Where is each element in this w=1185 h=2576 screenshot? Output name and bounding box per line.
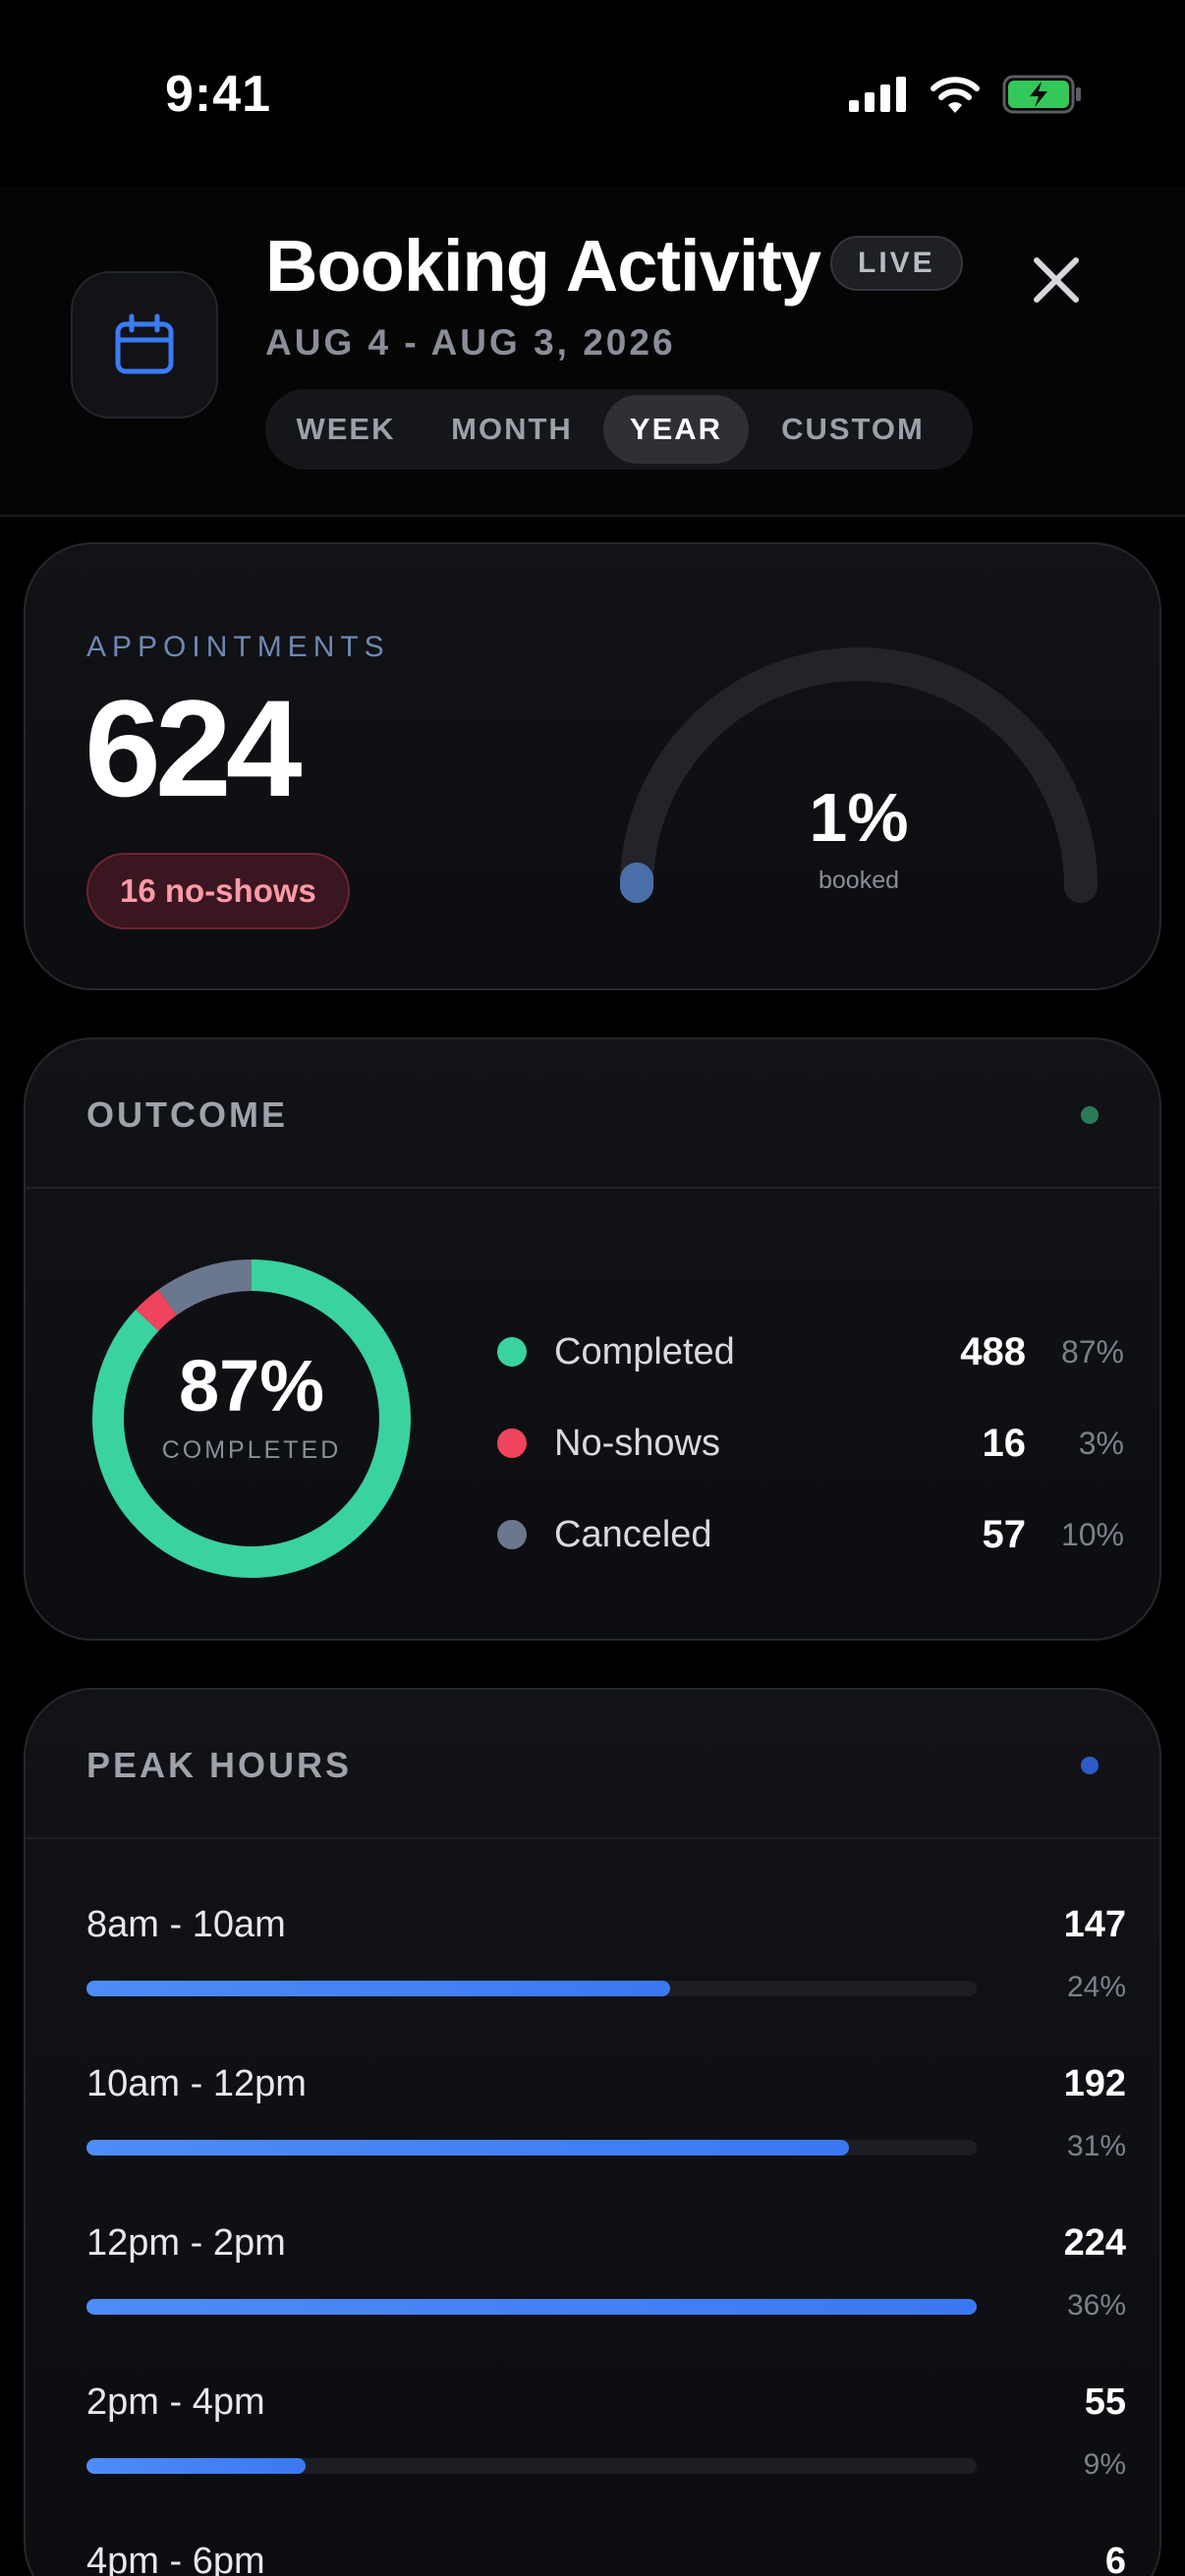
peak-hour-bar bbox=[86, 2458, 306, 2474]
tab-month[interactable]: MONTH bbox=[451, 412, 573, 446]
appointments-card: APPOINTMENTS 624 16 no-shows 1% booked bbox=[24, 542, 1161, 990]
battery-charging-icon bbox=[1002, 75, 1081, 114]
donut-label: COMPLETED bbox=[161, 1436, 342, 1464]
period-segmented-control: WEEK MONTH YEAR CUSTOM bbox=[265, 389, 973, 470]
status-icons bbox=[849, 75, 1083, 114]
tab-week[interactable]: WEEK bbox=[296, 412, 396, 446]
live-badge: LIVE bbox=[830, 236, 963, 291]
outcome-title: OUTCOME bbox=[86, 1094, 288, 1135]
peak-hour-track bbox=[86, 2140, 977, 2156]
peak-hours-card: PEAK HOURS 8am - 10am 147 24% 10am - 12p… bbox=[24, 1688, 1161, 2576]
legend-label: No-shows bbox=[554, 1422, 720, 1464]
peak-hour-pct: 9% bbox=[1083, 2448, 1126, 2481]
legend-label: Canceled bbox=[554, 1513, 712, 1555]
gauge-label: booked bbox=[818, 867, 900, 894]
peak-hour-track bbox=[86, 1981, 977, 1996]
wifi-icon bbox=[931, 77, 980, 113]
status-bar: 9:41 bbox=[0, 0, 1185, 187]
no-shows-badge: 16 no-shows bbox=[86, 853, 350, 929]
signal-icon bbox=[849, 77, 906, 112]
gauge-track bbox=[620, 647, 1098, 903]
peak-hours-status-dot bbox=[1081, 1757, 1099, 1774]
legend-count: 16 bbox=[982, 1421, 1027, 1465]
legend-item: Completed 488 87% bbox=[476, 1322, 1124, 1381]
close-button[interactable] bbox=[1022, 246, 1091, 314]
legend-item: Canceled 57 10% bbox=[476, 1505, 1124, 1564]
appointments-value: 624 bbox=[85, 671, 303, 825]
appointments-label: APPOINTMENTS bbox=[86, 631, 390, 663]
peak-hour-label: 12pm - 2pm bbox=[86, 2222, 286, 2264]
legend-pct: 10% bbox=[1060, 1516, 1124, 1552]
peak-hour-label: 10am - 12pm bbox=[86, 2063, 307, 2104]
tab-year[interactable]: YEAR bbox=[603, 395, 749, 464]
peak-hour-bar bbox=[86, 2140, 850, 2156]
legend-item: No-shows 16 3% bbox=[476, 1414, 1124, 1473]
calendar-icon bbox=[115, 313, 174, 374]
peak-hours-title: PEAK HOURS bbox=[86, 1745, 353, 1785]
peak-hour-bar bbox=[86, 1981, 671, 1996]
peak-hour-pct: 31% bbox=[1066, 2130, 1126, 2162]
outcome-donut-chart bbox=[92, 1260, 411, 1578]
peak-hour-label: 2pm - 4pm bbox=[86, 2381, 265, 2423]
canceled-dot bbox=[497, 1520, 527, 1549]
peak-hour-track bbox=[86, 2299, 977, 2315]
legend-pct: 3% bbox=[1078, 1425, 1124, 1461]
date-range: AUG 4 - AUG 3, 2026 bbox=[265, 322, 676, 363]
peak-hour-track bbox=[86, 2458, 977, 2474]
close-icon bbox=[1034, 257, 1079, 303]
outcome-card: OUTCOME 87% COMPLETED Completed 488 87% … bbox=[24, 1037, 1161, 1641]
status-time: 9:41 bbox=[165, 66, 272, 123]
calendar-badge bbox=[71, 271, 218, 419]
tab-custom[interactable]: CUSTOM bbox=[781, 412, 925, 446]
legend-pct: 87% bbox=[1060, 1333, 1124, 1370]
legend-count: 488 bbox=[960, 1329, 1026, 1373]
outcome-status-dot bbox=[1081, 1106, 1099, 1124]
gauge-value: 1% bbox=[809, 779, 909, 856]
peak-hour-count: 147 bbox=[1063, 1904, 1126, 1945]
peak-hour-count: 192 bbox=[1063, 2063, 1126, 2104]
completed-dot bbox=[497, 1337, 527, 1367]
legend-count: 57 bbox=[982, 1512, 1027, 1556]
peak-hours-card-header: PEAK HOURS bbox=[26, 1690, 1159, 1839]
booked-gauge bbox=[620, 647, 1098, 903]
peak-hour-count: 55 bbox=[1084, 2381, 1126, 2423]
peak-hour-pct: 24% bbox=[1066, 1971, 1126, 2003]
donut-segment-canceled bbox=[92, 1260, 411, 1578]
donut-value: 87% bbox=[178, 1345, 325, 1427]
no-shows-dot bbox=[497, 1428, 527, 1458]
peak-hour-count: 6 bbox=[1104, 2541, 1126, 2576]
peak-hour-label: 4pm - 6pm bbox=[86, 2541, 265, 2576]
peak-hour-count: 224 bbox=[1063, 2222, 1126, 2264]
legend-label: Completed bbox=[554, 1330, 735, 1372]
peak-hour-label: 8am - 10am bbox=[86, 1904, 286, 1945]
outcome-card-header: OUTCOME bbox=[26, 1039, 1159, 1189]
page-title: Booking Activity bbox=[265, 225, 821, 307]
peak-hour-pct: 36% bbox=[1066, 2289, 1126, 2322]
header: Booking Activity LIVE AUG 4 - AUG 3, 202… bbox=[0, 187, 1185, 517]
peak-hour-bar bbox=[86, 2299, 977, 2315]
